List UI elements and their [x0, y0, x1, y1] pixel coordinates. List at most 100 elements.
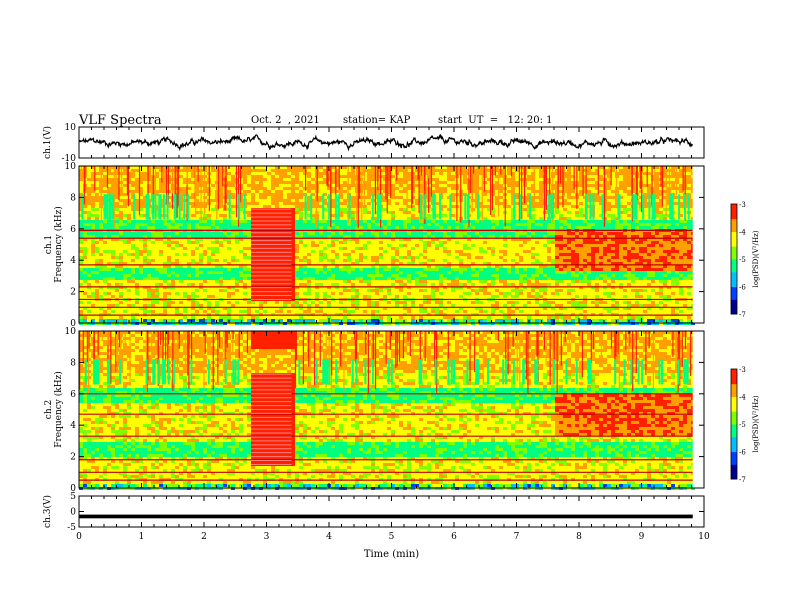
spectrogram-cell [487, 193, 491, 196]
spectrogram-cell [175, 250, 179, 253]
spectrogram-cell [363, 256, 367, 259]
spectrogram-cell [167, 253, 171, 256]
spectrogram-cell [391, 217, 395, 220]
spectrogram-cell [115, 220, 119, 223]
spectrogram-cell [83, 217, 87, 220]
spectrogram-cell [171, 211, 175, 214]
spectrogram-cell [675, 190, 679, 193]
spectrogram-cell [215, 223, 219, 226]
spectrogram-cell [675, 241, 679, 244]
spectrogram-cell [119, 253, 123, 256]
spectrogram-cell [499, 190, 503, 193]
spectrogram-cell [211, 208, 215, 211]
spectrogram-cell [191, 238, 195, 241]
spectrogram-cell [311, 238, 315, 241]
spectrogram-cell [315, 241, 319, 244]
spectrogram-cell [511, 253, 515, 256]
spectrogram-cell [339, 181, 343, 184]
spectrogram-cell [271, 211, 275, 214]
spectrogram-cell [115, 196, 119, 199]
spectrogram-cell [387, 247, 391, 250]
spectrogram-cell [503, 250, 507, 253]
spectrogram-cell [339, 172, 343, 175]
spectrogram-cell [203, 217, 207, 220]
spectrogram-cell [195, 241, 199, 244]
spectrogram-cell [235, 226, 239, 229]
spectrogram-cell [335, 169, 339, 172]
spectrogram-cell [351, 247, 355, 250]
spectrogram-cell [87, 241, 91, 244]
spectrogram-cell [439, 253, 443, 256]
spectrogram-cell [435, 256, 439, 259]
spectrogram-cell [547, 253, 551, 256]
spectrogram-cell [431, 178, 435, 181]
spectrogram-cell [367, 214, 371, 217]
spectrogram-cell [579, 184, 583, 187]
spectrogram-cell [647, 223, 651, 226]
spectrogram-cell [615, 208, 619, 211]
spectrogram-cell [319, 259, 323, 262]
spectrogram-cell [279, 214, 283, 217]
spectrogram-cell [271, 184, 275, 187]
spectrogram-cell [359, 181, 363, 184]
spectrogram-cell [659, 241, 663, 244]
spectrogram-cell [407, 175, 411, 178]
spectrogram-cell [439, 250, 443, 253]
spectrogram-cell [91, 205, 95, 208]
spectrogram-cell [219, 178, 223, 181]
spectrogram-cell [563, 208, 567, 211]
spectrogram-cell [555, 247, 559, 250]
spectrogram-cell [395, 226, 399, 229]
spectrogram-cell [643, 226, 647, 229]
spectrogram-cell [579, 166, 583, 169]
spectrogram-cell [471, 256, 475, 259]
spectrogram-cell [339, 190, 343, 193]
spectrogram-cell [627, 199, 631, 202]
spectrogram-cell [431, 244, 435, 247]
spectrogram-cell [675, 175, 679, 178]
spectrogram-cell [679, 181, 683, 184]
spectrogram-cell [415, 178, 419, 181]
spectrogram-cell [611, 223, 615, 226]
spectrogram-cell [491, 253, 495, 256]
spectrogram-cell [591, 178, 595, 181]
spectrogram-cell [615, 247, 619, 250]
spectrogram-cell [555, 211, 559, 214]
spectrogram-cell [103, 223, 107, 226]
spectrogram-cell [223, 259, 227, 262]
spectrogram-cell [271, 253, 275, 256]
spectrogram-cell [235, 250, 239, 253]
spectrogram-cell [559, 256, 563, 259]
spectrogram-cell [627, 241, 631, 244]
spectrogram-cell [331, 259, 335, 262]
spectrogram-cell [291, 241, 295, 244]
spectrogram-cell [511, 199, 515, 202]
spectrogram-cell [231, 166, 235, 169]
spectrogram-cell [663, 199, 667, 202]
spectrogram-cell [335, 178, 339, 181]
spectrogram-cell [259, 166, 263, 169]
spectrogram-cell [139, 202, 143, 205]
spectrogram-cell [571, 172, 575, 175]
spectrogram-cell [451, 205, 455, 208]
spectrogram-cell [607, 250, 611, 253]
spectrogram-cell [415, 253, 419, 256]
spectrogram-cell [451, 256, 455, 259]
spectrogram-cell [115, 223, 119, 226]
spectrogram-cell [515, 232, 519, 235]
spectrogram-cell [91, 259, 95, 262]
spectrogram-cell [107, 238, 111, 241]
spectrogram-cell [171, 217, 175, 220]
spectrogram-cell [187, 232, 191, 235]
spectrogram-cell [435, 181, 439, 184]
spectrogram-cell [351, 187, 355, 190]
spectrogram-cell [103, 247, 107, 250]
spectrogram-cell [399, 166, 403, 169]
spectrogram-cell [435, 205, 439, 208]
spectrogram-cell [463, 244, 467, 247]
spectrogram-cell [587, 235, 591, 238]
spectrogram-cell [167, 226, 171, 229]
spectrogram-cell [207, 220, 211, 223]
spectrogram-cell [667, 253, 671, 256]
spectrogram-cell [351, 214, 355, 217]
